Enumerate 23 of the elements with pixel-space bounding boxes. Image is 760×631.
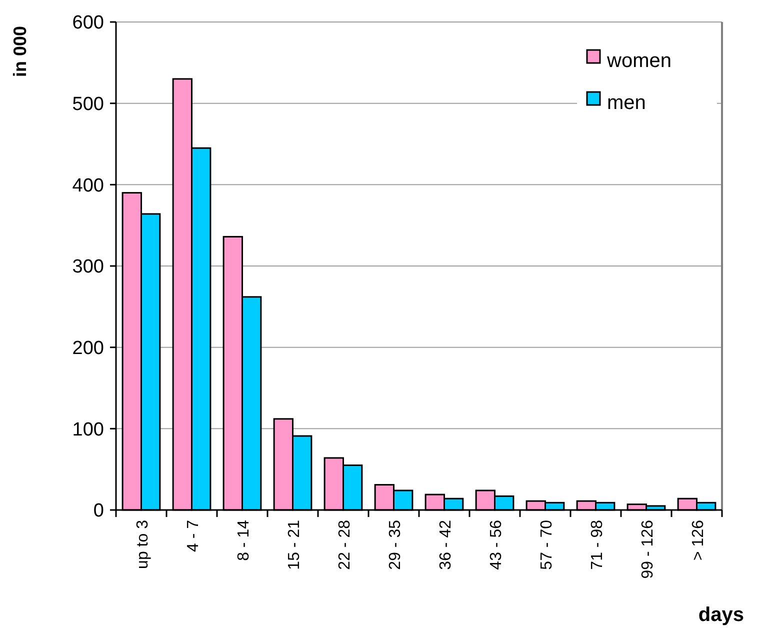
x-tick-label: > 126 (690, 520, 707, 560)
x-axis-title: days (698, 604, 744, 626)
x-tick-label: 43 - 56 (488, 520, 505, 570)
x-tick-label: 71 - 98 (588, 520, 606, 570)
y-tick-label: 200 (72, 338, 104, 359)
y-tick-label: 400 (72, 175, 104, 196)
x-tick-label: up to 3 (134, 520, 152, 569)
x-tick-label: 22 - 28 (336, 520, 354, 570)
x-tick-label: 99 - 126 (639, 520, 656, 579)
x-tick-label: 36 - 42 (437, 520, 454, 570)
legend-label: women (606, 50, 672, 72)
y-tick-label: 0 (93, 500, 104, 522)
x-tick-label: 15 - 21 (286, 520, 303, 570)
y-tick-label: 600 (72, 12, 104, 34)
x-tick-label: 29 - 35 (386, 520, 404, 570)
x-tick-label: 57 - 70 (538, 520, 556, 570)
y-tick-label: 500 (72, 94, 104, 115)
legend-label: men (607, 92, 646, 114)
y-tick-label: 100 (72, 419, 104, 440)
x-tick-label: 4 - 7 (184, 520, 202, 552)
y-tick-label: 300 (72, 256, 104, 278)
y-axis-title: in 000 (10, 26, 30, 78)
x-tick-label: 8 - 14 (235, 520, 252, 561)
